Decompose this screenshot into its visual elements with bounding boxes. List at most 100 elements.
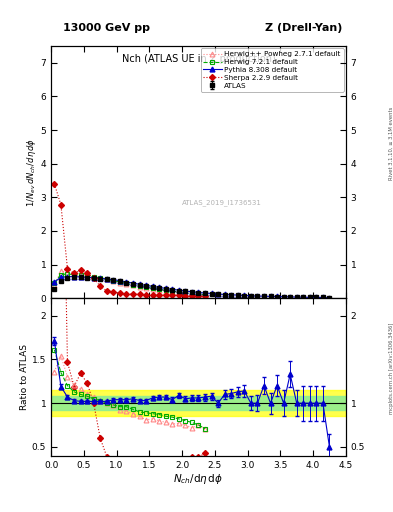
Herwig 7.2.1 default xyxy=(118,279,122,285)
Pythia 8.308 default xyxy=(105,276,109,282)
Pythia 8.308 default xyxy=(294,294,299,300)
Pythia 8.308 default xyxy=(268,293,273,300)
Pythia 8.308 default xyxy=(288,294,292,300)
Herwig 7.2.1 default xyxy=(189,290,194,296)
Herwig 7.2.1 default xyxy=(163,287,168,293)
Line: Herwig++ Powheg 2.7.1 default: Herwig++ Powheg 2.7.1 default xyxy=(52,269,208,297)
Pythia 8.308 default xyxy=(262,293,266,299)
Pythia 8.308 default xyxy=(203,290,208,296)
Pythia 8.308 default xyxy=(275,293,279,300)
Herwig++ Powheg 2.7.1 default xyxy=(196,291,201,297)
Herwig 7.2.1 default xyxy=(124,280,129,286)
Herwig 7.2.1 default xyxy=(111,278,116,284)
Sherpa 2.2.9 default xyxy=(111,289,116,295)
Bar xyxy=(51,390,346,416)
Herwig 7.2.1 default xyxy=(196,291,201,297)
Herwig++ Powheg 2.7.1 default xyxy=(72,270,76,276)
Legend: Herwig++ Powheg 2.7.1 default, Herwig 7.2.1 default, Pythia 8.308 default, Sherp: Herwig++ Powheg 2.7.1 default, Herwig 7.… xyxy=(200,48,343,92)
Text: 13000 GeV pp: 13000 GeV pp xyxy=(63,23,150,33)
Pythia 8.308 default xyxy=(314,294,319,301)
Pythia 8.308 default xyxy=(281,294,286,300)
Sherpa 2.2.9 default xyxy=(196,293,201,299)
Herwig++ Powheg 2.7.1 default xyxy=(91,273,96,280)
Herwig 7.2.1 default xyxy=(78,272,83,279)
Pythia 8.308 default xyxy=(183,288,188,294)
Sherpa 2.2.9 default xyxy=(65,266,70,272)
Herwig 7.2.1 default xyxy=(91,274,96,280)
Herwig++ Powheg 2.7.1 default xyxy=(163,288,168,294)
Pythia 8.308 default xyxy=(222,291,227,297)
Sherpa 2.2.9 default xyxy=(137,291,142,297)
Herwig++ Powheg 2.7.1 default xyxy=(59,268,63,274)
Sherpa 2.2.9 default xyxy=(170,292,174,298)
Text: ATLAS_2019_I1736531: ATLAS_2019_I1736531 xyxy=(182,199,262,206)
Herwig++ Powheg 2.7.1 default xyxy=(85,272,90,279)
Sherpa 2.2.9 default xyxy=(52,181,57,187)
Pythia 8.308 default xyxy=(124,279,129,285)
Herwig++ Powheg 2.7.1 default xyxy=(144,285,149,291)
Herwig++ Powheg 2.7.1 default xyxy=(203,292,208,298)
Herwig 7.2.1 default xyxy=(183,290,188,296)
Pythia 8.308 default xyxy=(242,292,247,298)
Herwig++ Powheg 2.7.1 default xyxy=(157,287,162,293)
Y-axis label: $1/N_{ev}\,dN_{ch}/d\eta\,d\phi$: $1/N_{ev}\,dN_{ch}/d\eta\,d\phi$ xyxy=(25,138,38,207)
Herwig 7.2.1 default xyxy=(98,275,103,281)
Herwig++ Powheg 2.7.1 default xyxy=(98,275,103,281)
Herwig 7.2.1 default xyxy=(176,289,181,295)
Sherpa 2.2.9 default xyxy=(203,293,208,299)
Text: mcplots.cern.ch [arXiv:1306.3436]: mcplots.cern.ch [arXiv:1306.3436] xyxy=(389,323,393,414)
Pythia 8.308 default xyxy=(176,287,181,293)
Pythia 8.308 default xyxy=(78,274,83,280)
Sherpa 2.2.9 default xyxy=(183,293,188,299)
Herwig++ Powheg 2.7.1 default xyxy=(137,284,142,290)
Line: Sherpa 2.2.9 default: Sherpa 2.2.9 default xyxy=(52,182,207,298)
Pythia 8.308 default xyxy=(72,273,76,280)
Pythia 8.308 default xyxy=(209,290,214,296)
Line: Pythia 8.308 default: Pythia 8.308 default xyxy=(52,274,332,300)
Herwig 7.2.1 default xyxy=(144,284,149,290)
Herwig++ Powheg 2.7.1 default xyxy=(176,289,181,295)
Herwig++ Powheg 2.7.1 default xyxy=(78,271,83,277)
Herwig 7.2.1 default xyxy=(170,288,174,294)
Sherpa 2.2.9 default xyxy=(85,270,90,276)
Herwig 7.2.1 default xyxy=(59,271,63,278)
Herwig++ Powheg 2.7.1 default xyxy=(124,281,129,287)
X-axis label: $N_{ch}/\mathrm{d}\eta\,\mathrm{d}\phi$: $N_{ch}/\mathrm{d}\eta\,\mathrm{d}\phi$ xyxy=(173,472,224,486)
Herwig 7.2.1 default xyxy=(85,273,90,279)
Herwig 7.2.1 default xyxy=(203,292,208,298)
Sherpa 2.2.9 default xyxy=(78,267,83,273)
Herwig 7.2.1 default xyxy=(157,286,162,292)
Pythia 8.308 default xyxy=(118,278,122,284)
Pythia 8.308 default xyxy=(59,274,63,281)
Text: Z (Drell-Yan): Z (Drell-Yan) xyxy=(264,23,342,33)
Herwig 7.2.1 default xyxy=(130,282,135,288)
Sherpa 2.2.9 default xyxy=(98,283,103,289)
Herwig++ Powheg 2.7.1 default xyxy=(183,290,188,296)
Pythia 8.308 default xyxy=(91,274,96,281)
Herwig++ Powheg 2.7.1 default xyxy=(111,278,116,284)
Line: Herwig 7.2.1 default: Herwig 7.2.1 default xyxy=(52,271,208,297)
Pythia 8.308 default xyxy=(235,292,240,298)
Sherpa 2.2.9 default xyxy=(163,292,168,298)
Pythia 8.308 default xyxy=(321,294,325,301)
Sherpa 2.2.9 default xyxy=(72,270,76,276)
Pythia 8.308 default xyxy=(163,285,168,291)
Herwig 7.2.1 default xyxy=(52,280,57,286)
Herwig++ Powheg 2.7.1 default xyxy=(105,276,109,283)
Pythia 8.308 default xyxy=(137,281,142,287)
Sherpa 2.2.9 default xyxy=(105,288,109,294)
Pythia 8.308 default xyxy=(157,284,162,290)
Pythia 8.308 default xyxy=(189,289,194,295)
Herwig 7.2.1 default xyxy=(137,283,142,289)
Pythia 8.308 default xyxy=(196,289,201,295)
Sherpa 2.2.9 default xyxy=(189,293,194,299)
Pythia 8.308 default xyxy=(85,274,90,281)
Sherpa 2.2.9 default xyxy=(176,292,181,298)
Sherpa 2.2.9 default xyxy=(130,291,135,297)
Herwig 7.2.1 default xyxy=(105,276,109,283)
Pythia 8.308 default xyxy=(327,295,332,301)
Pythia 8.308 default xyxy=(52,279,57,285)
Sherpa 2.2.9 default xyxy=(157,292,162,298)
Y-axis label: Ratio to ATLAS: Ratio to ATLAS xyxy=(20,344,29,410)
Sherpa 2.2.9 default xyxy=(118,290,122,296)
